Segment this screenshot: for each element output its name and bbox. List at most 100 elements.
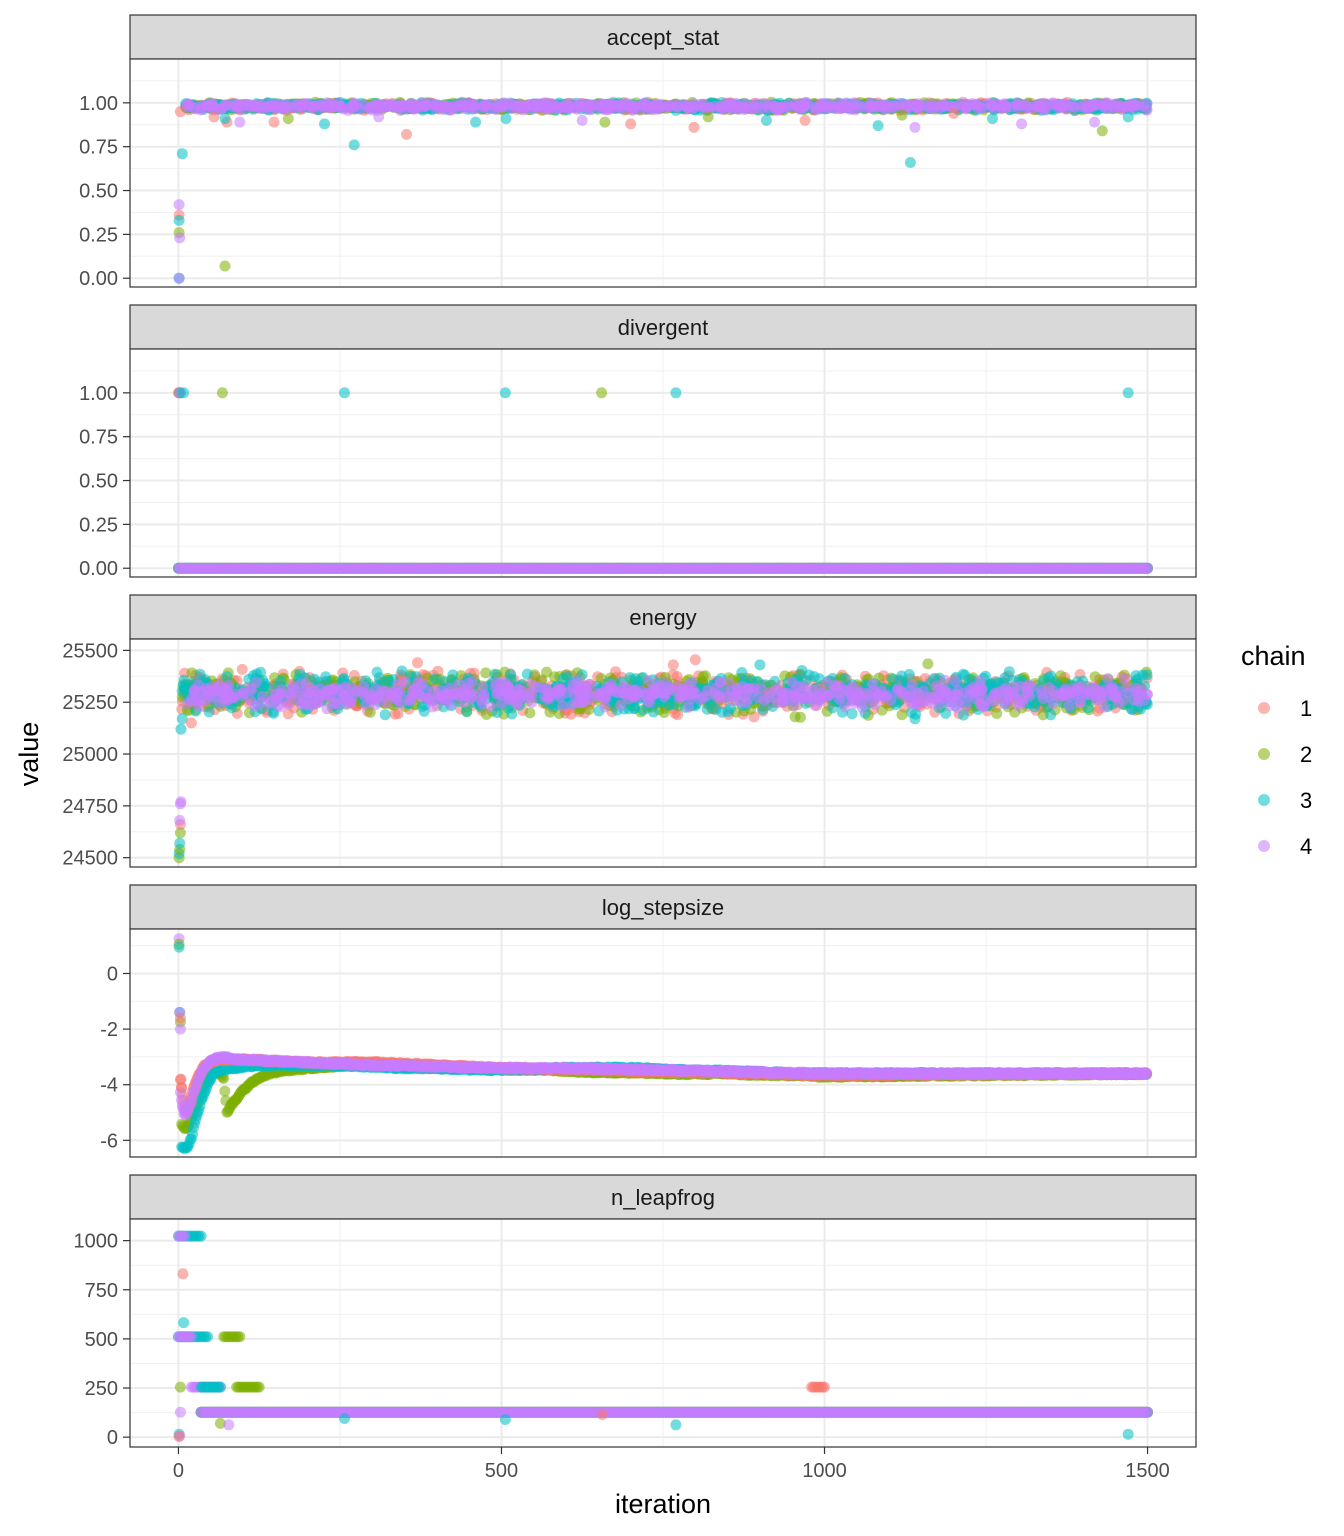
y-tick-label: 0.75 <box>79 427 118 449</box>
data-point <box>339 387 350 399</box>
points-layer <box>173 96 1153 284</box>
data-point <box>178 387 190 399</box>
data-point <box>208 111 220 123</box>
data-point <box>1122 387 1134 399</box>
data-point <box>216 387 228 399</box>
data-point <box>582 101 594 113</box>
data-point <box>181 99 193 111</box>
data-point <box>792 100 804 112</box>
data-point <box>714 101 726 113</box>
data-point <box>236 663 248 675</box>
data-point <box>1020 99 1032 111</box>
data-point <box>1012 100 1024 111</box>
data-point <box>765 98 777 110</box>
data-point <box>987 113 998 125</box>
y-tick-label: 0.25 <box>79 514 118 536</box>
data-point <box>849 104 861 116</box>
data-point <box>319 118 330 130</box>
data-point <box>173 199 185 211</box>
data-point <box>702 111 714 123</box>
data-point <box>467 101 479 113</box>
data-point <box>877 102 889 113</box>
data-point <box>810 101 822 113</box>
data-point <box>278 103 290 115</box>
data-point <box>499 387 511 399</box>
data-point <box>1078 100 1090 112</box>
data-point <box>672 101 684 113</box>
data-point <box>288 101 300 113</box>
data-point <box>219 113 231 125</box>
data-point <box>262 101 274 113</box>
data-point <box>986 100 997 112</box>
data-point <box>760 114 772 126</box>
data-point <box>195 102 207 114</box>
data-point <box>599 116 611 128</box>
data-point <box>773 104 785 116</box>
facet-strip-label: accept_stat <box>607 25 720 50</box>
data-point <box>174 106 186 118</box>
data-point <box>726 103 738 115</box>
data-point <box>373 111 385 123</box>
data-point <box>392 100 404 112</box>
data-point <box>173 214 185 226</box>
data-point <box>576 114 588 126</box>
data-point <box>625 118 637 130</box>
facet-strip-label: energy <box>629 605 696 630</box>
data-point <box>458 102 470 114</box>
y-tick-label: 1.00 <box>79 383 118 405</box>
data-point <box>938 101 950 113</box>
data-point <box>325 98 337 110</box>
data-point <box>1122 111 1134 123</box>
data-point <box>492 99 504 111</box>
data-point <box>960 103 972 115</box>
data-point <box>173 272 185 284</box>
data-point <box>872 120 884 132</box>
data-point <box>1089 116 1101 128</box>
data-point <box>904 157 916 168</box>
data-point <box>909 121 921 133</box>
facet-strip <box>129 14 1197 60</box>
data-point <box>613 99 625 111</box>
data-point <box>564 101 576 113</box>
data-point <box>446 103 458 115</box>
data-point <box>751 102 763 114</box>
y-tick-label: 0.50 <box>79 471 118 493</box>
points-layer <box>173 387 1153 574</box>
y-tick-label: 1.00 <box>79 93 118 115</box>
data-point <box>346 99 358 111</box>
y-tick-label: 0.75 <box>79 137 118 159</box>
data-point <box>688 101 700 113</box>
data-point <box>1057 101 1069 112</box>
data-point <box>219 260 231 272</box>
facet-strip <box>129 594 1197 640</box>
points-layer <box>173 654 1153 864</box>
data-point <box>541 97 553 109</box>
data-point <box>227 100 239 112</box>
data-point <box>282 113 294 125</box>
data-point <box>996 102 1007 114</box>
data-point <box>644 103 656 115</box>
data-point <box>401 128 412 140</box>
data-point <box>894 101 906 112</box>
data-point <box>412 100 424 112</box>
data-point <box>431 101 443 113</box>
data-point <box>782 99 794 111</box>
data-point <box>298 99 310 111</box>
data-point <box>948 107 960 119</box>
facet-strip <box>129 304 1197 350</box>
data-point <box>1016 118 1028 130</box>
panel-border <box>129 348 1197 578</box>
data-point <box>174 232 186 244</box>
data-point <box>739 101 751 113</box>
data-point <box>1068 101 1080 112</box>
data-point <box>688 121 700 133</box>
data-point <box>1142 562 1153 574</box>
data-point <box>480 99 492 111</box>
data-point <box>242 99 254 111</box>
y-tick-label: 0.00 <box>79 268 118 290</box>
data-point <box>836 98 848 110</box>
facet-strip-label: divergent <box>618 315 709 340</box>
